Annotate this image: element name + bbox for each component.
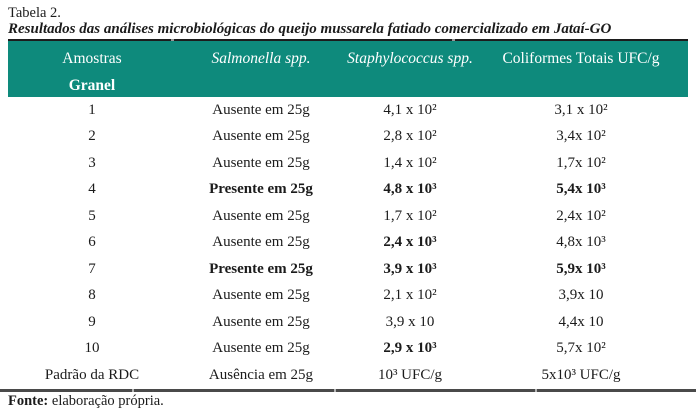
table-row: 9 Ausente em 25g 3,9 x 10 4,4x 10 xyxy=(8,309,688,336)
source-label: Fonte: xyxy=(8,393,49,409)
table-cell: 6 xyxy=(88,234,96,251)
column-header-staphylococcus: Staphylococcus spp. xyxy=(347,49,473,67)
table-group-row: Granel xyxy=(8,74,688,97)
table-cell: 4,4x 10 xyxy=(558,313,604,330)
table-cell: 2,4 x 10³ xyxy=(383,234,437,251)
table-cell: Ausente em 25g xyxy=(212,101,310,118)
table-cell: 3,1 x 10² xyxy=(554,101,608,118)
table-cell: 1,7x 10² xyxy=(556,154,606,171)
table-cell: 3,9x 10 xyxy=(558,287,604,304)
table-row: 7 Presente em 25g 3,9 x 10³ 5,9x 10³ xyxy=(8,256,688,283)
table-cell: 2,9 x 10³ xyxy=(383,340,437,357)
table-row: 3 Ausente em 25g 1,4 x 10² 1,7x 10² xyxy=(8,150,688,177)
table-body: 1 Ausente em 25g 4,1 x 10² 3,1 x 10² 2 Ausent… xyxy=(8,97,688,389)
table-cell: 3,9 x 10 xyxy=(385,313,435,330)
table-cell: Presente em 25g xyxy=(209,181,313,198)
table-cell: 2,4x 10² xyxy=(556,207,606,224)
table-cell: 1,4 x 10² xyxy=(383,154,437,171)
table-cell: Presente em 25g xyxy=(209,260,313,277)
table-cell: 5 xyxy=(88,207,96,224)
table-header: Amostras Salmonella spp. Staphylococcus … xyxy=(8,41,688,97)
table-bottom-rule xyxy=(0,389,696,392)
table-cell: 2,8 x 10² xyxy=(383,128,437,145)
table-header-row: Amostras Salmonella spp. Staphylococcus … xyxy=(8,41,688,74)
table-row: 10 Ausente em 25g 2,9 x 10³ 5,7x 10² xyxy=(8,336,688,363)
table-cell: 5,9x 10³ xyxy=(556,260,606,277)
table-cell: 10 xyxy=(84,340,100,357)
table-cell: Ausência em 25g xyxy=(208,366,314,383)
table-top-rule xyxy=(8,39,688,41)
table-cell: Ausente em 25g xyxy=(212,234,310,251)
table-cell: 5,4x 10³ xyxy=(556,181,606,198)
table-cell: 3,9 x 10³ xyxy=(383,260,437,277)
table-cell: Padrão da RDC xyxy=(44,366,140,383)
table-cell: 7 xyxy=(88,260,96,277)
table-cell: Ausente em 25g xyxy=(212,313,310,330)
table-row: 8 Ausente em 25g 2,1 x 10² 3,9x 10 xyxy=(8,283,688,310)
table-cell: Ausente em 25g xyxy=(212,340,310,357)
table-cell: Ausente em 25g xyxy=(212,154,310,171)
table-cell: 5,7x 10² xyxy=(556,340,606,357)
column-header-coliformes: Coliformes Totais UFC/g xyxy=(502,49,660,67)
column-header-amostras: Amostras xyxy=(62,49,122,67)
table-cell: Ausente em 25g xyxy=(212,128,310,145)
table-cell: 4 xyxy=(88,181,96,198)
column-header-salmonella: Salmonella spp. xyxy=(211,49,311,67)
table-number-title: Tabela 2. xyxy=(8,5,61,21)
table-cell: 1 xyxy=(88,101,96,118)
table-cell: Ausente em 25g xyxy=(212,287,310,304)
table-row: Padrão da RDC Ausência em 25g 10³ UFC/g 5x1… xyxy=(8,362,688,389)
table-cell: 4,8x 10³ xyxy=(556,234,606,251)
table-cell: 3,4x 10² xyxy=(556,128,606,145)
table-cell: 10³ UFC/g xyxy=(377,366,443,383)
table-cell: 9 xyxy=(88,313,96,330)
table-cell: 3 xyxy=(88,154,96,171)
table-cell: 4,8 x 10³ xyxy=(383,181,437,198)
table-row: 2 Ausente em 25g 2,8 x 10² 3,4x 10² xyxy=(8,124,688,151)
table-cell: 2,1 x 10² xyxy=(383,287,437,304)
table-row: 1 Ausente em 25g 4,1 x 10² 3,1 x 10² xyxy=(8,97,688,124)
table-cell: 5x10³ UFC/g xyxy=(541,366,621,383)
table-cell: 8 xyxy=(88,287,96,304)
table-cell: 2 xyxy=(88,128,96,145)
table-cell: 4,1 x 10² xyxy=(383,101,437,118)
table-row: 6 Ausente em 25g 2,4 x 10³ 4,8x 10³ xyxy=(8,230,688,257)
table-row: 5 Ausente em 25g 1,7 x 10² 2,4x 10² xyxy=(8,203,688,230)
source-text: elaboração própria. xyxy=(48,393,164,409)
table-cell: 1,7 x 10² xyxy=(383,207,437,224)
source-note: Fonte: elaboração própria. xyxy=(8,393,164,409)
table-caption: Resultados das análises microbiológicas … xyxy=(8,21,612,37)
table-row: 4 Presente em 25g 4,8 x 10³ 5,4x 10³ xyxy=(8,177,688,204)
group-label-granel: Granel xyxy=(68,76,116,94)
table-cell: Ausente em 25g xyxy=(212,207,310,224)
